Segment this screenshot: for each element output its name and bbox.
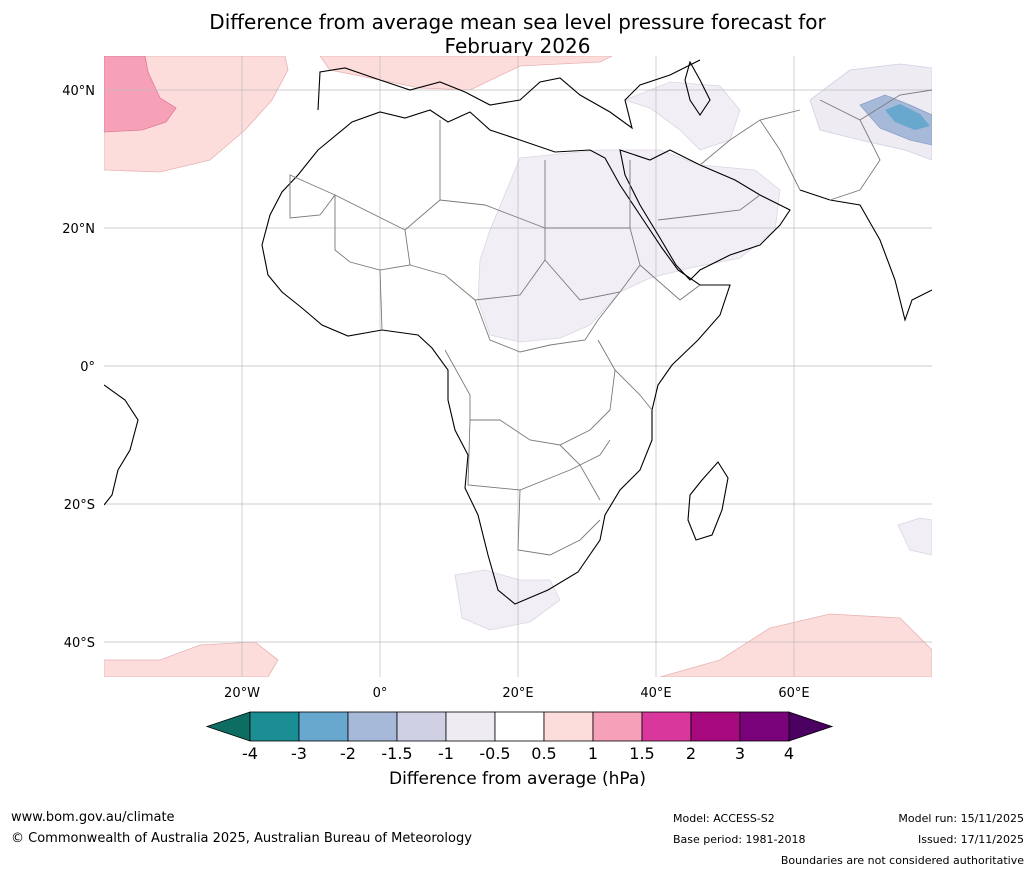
country-borders [289, 89, 932, 556]
lat-label-40n: 40°N [62, 84, 95, 99]
coastlines [104, 59, 932, 605]
model-name: Model: ACCESS-S2 [673, 812, 775, 825]
colorbar-bin [641, 711, 692, 742]
colorbar-tick-label: -3 [291, 744, 307, 763]
africa-coastline [261, 109, 731, 605]
map-area [104, 56, 932, 677]
colorbar-tick-label: -0.5 [479, 744, 511, 763]
positive-anomaly-south-atlantic [104, 641, 279, 677]
colorbar-tick-label: 3 [734, 744, 746, 763]
longitude-labels: 20°W 0° 20°E 40°E 60°E [224, 686, 810, 701]
colorbar-bin [445, 711, 496, 742]
strong-negative-anomaly-tibet [885, 104, 930, 130]
graticule [104, 56, 932, 677]
colorbar-tick-label: -1.5 [381, 744, 413, 763]
model-run-date: Model run: 15/11/2025 [898, 812, 1024, 825]
colorbar-extend-min [205, 711, 251, 742]
map-title: Difference from average mean sea level p… [0, 10, 1035, 58]
copyright-text: © Commonwealth of Australia 2025, Austra… [11, 831, 472, 846]
colorbar-tick-label: -1 [438, 744, 454, 763]
positive-anomaly-south-indian [659, 613, 932, 677]
india-coastline [799, 189, 932, 322]
map-title-line2: February 2026 [444, 34, 591, 58]
boundaries-disclaimer: Boundaries are not considered authoritat… [780, 854, 1024, 867]
website-link[interactable]: www.bom.gov.au/climate [11, 810, 175, 825]
south-america-coastline [104, 384, 139, 506]
colorbar-bin [543, 711, 594, 742]
negative-anomaly-southeast-indian [897, 517, 932, 556]
colorbar-bin [494, 711, 545, 742]
colorbar-tick-label: -4 [242, 744, 258, 763]
colorbar [205, 711, 834, 742]
colorbar-bin [298, 711, 349, 742]
lat-label-20n: 20°N [62, 222, 95, 237]
colorbar-bin [690, 711, 741, 742]
caspian-coastline [684, 60, 711, 116]
colorbar-tick-label: 1 [587, 744, 599, 763]
negative-anomaly-arabia-sahara [477, 149, 781, 343]
colorbar-extend-max [788, 711, 834, 742]
colorbar-tick-label: 0.5 [531, 744, 557, 763]
lat-label-0: 0° [80, 360, 95, 375]
lon-label-20w: 20°W [224, 686, 260, 701]
lon-label-20e: 20°E [502, 686, 533, 701]
strong-positive-anomaly-north-atlantic [104, 56, 177, 133]
negative-anomaly-southern-africa [454, 569, 561, 631]
arabia-coastline [619, 149, 791, 281]
europe-coastline [317, 59, 701, 130]
madagascar-coastline [687, 461, 729, 541]
colorbar-bin [249, 711, 300, 742]
base-period: Base period: 1981-2018 [673, 833, 806, 846]
latitude-labels: 40°N 20°N 0° 20°S 40°S [62, 84, 95, 651]
issued-date: Issued: 17/11/2025 [917, 833, 1024, 846]
lat-label-40s: 40°S [64, 636, 95, 651]
lon-label-60e: 60°E [778, 686, 809, 701]
map-title-line1: Difference from average mean sea level p… [209, 10, 826, 34]
lat-label-20s: 20°S [64, 498, 95, 513]
colorbar-bin [396, 711, 447, 742]
colorbar-bin [347, 711, 398, 742]
lon-label-0: 0° [373, 686, 388, 701]
colorbar-tick-label: 4 [783, 744, 795, 763]
colorbar-title: Difference from average (hPa) [389, 769, 646, 789]
colorbar-bin [739, 711, 790, 742]
colorbar-tick-label: 1.5 [629, 744, 655, 763]
colorbar-bin [592, 711, 643, 742]
colorbar-tick-label: 2 [685, 744, 697, 763]
colorbar-tick-label: -2 [340, 744, 356, 763]
lon-label-40e: 40°E [640, 686, 671, 701]
